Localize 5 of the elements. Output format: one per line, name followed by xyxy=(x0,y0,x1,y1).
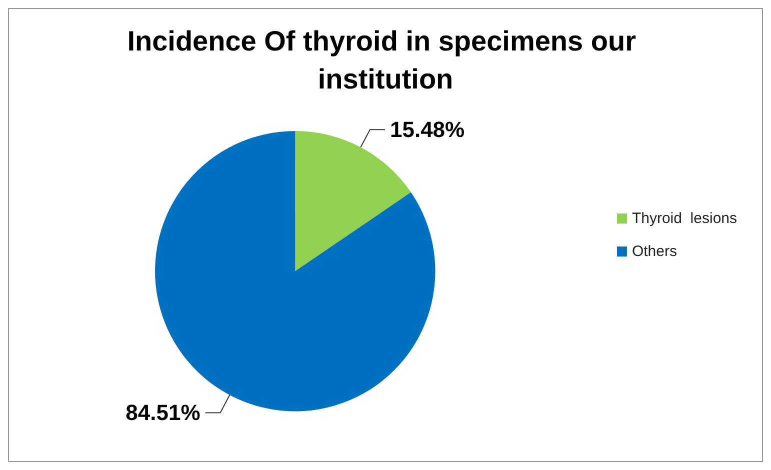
legend-label: Thyroid lesions xyxy=(632,210,738,227)
data-label: 15.48% xyxy=(390,117,465,142)
data-label: 84.51% xyxy=(126,400,200,426)
legend-label: Others xyxy=(632,243,677,260)
chart-title: Incidence Of thyroid in specimens our institution xyxy=(127,26,644,94)
